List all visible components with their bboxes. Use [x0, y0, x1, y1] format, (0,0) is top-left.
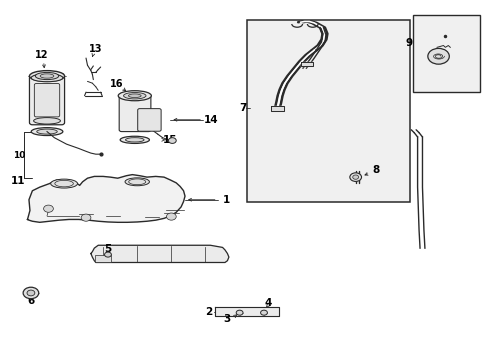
Circle shape	[349, 173, 361, 181]
Circle shape	[81, 214, 91, 221]
Bar	[412, 15, 479, 92]
Circle shape	[43, 205, 53, 212]
Circle shape	[166, 213, 176, 220]
FancyBboxPatch shape	[34, 84, 60, 117]
Ellipse shape	[118, 91, 151, 101]
Polygon shape	[27, 175, 184, 222]
Text: 9: 9	[405, 38, 412, 48]
Text: 2: 2	[204, 307, 212, 317]
Text: 12: 12	[35, 50, 49, 60]
Text: 6: 6	[27, 296, 35, 306]
Text: 1: 1	[222, 195, 229, 205]
Ellipse shape	[125, 178, 149, 186]
Text: 8: 8	[372, 165, 379, 175]
FancyBboxPatch shape	[119, 96, 151, 132]
Polygon shape	[91, 245, 228, 262]
Ellipse shape	[123, 93, 146, 99]
Circle shape	[104, 252, 111, 257]
Ellipse shape	[34, 118, 61, 124]
Text: 5: 5	[104, 244, 111, 254]
Text: 11: 11	[10, 176, 25, 186]
Circle shape	[23, 287, 39, 299]
Ellipse shape	[125, 138, 144, 142]
Circle shape	[260, 310, 267, 315]
Ellipse shape	[51, 179, 77, 188]
Text: 10: 10	[13, 151, 25, 160]
Ellipse shape	[120, 136, 149, 143]
FancyBboxPatch shape	[95, 255, 111, 262]
Circle shape	[27, 290, 35, 296]
Text: 15: 15	[163, 135, 177, 145]
Ellipse shape	[37, 129, 57, 134]
Text: 14: 14	[203, 115, 218, 125]
Ellipse shape	[31, 128, 63, 135]
FancyBboxPatch shape	[29, 76, 64, 125]
Ellipse shape	[128, 94, 141, 98]
Circle shape	[427, 48, 448, 64]
Ellipse shape	[35, 72, 59, 80]
Ellipse shape	[29, 71, 64, 81]
Polygon shape	[300, 62, 312, 66]
Bar	[246, 21, 409, 202]
Circle shape	[168, 138, 176, 143]
Text: 3: 3	[223, 314, 230, 324]
FancyBboxPatch shape	[138, 109, 161, 131]
Text: 16: 16	[110, 79, 123, 89]
Text: 4: 4	[264, 298, 271, 308]
Ellipse shape	[40, 74, 54, 78]
Circle shape	[352, 175, 358, 179]
Circle shape	[236, 310, 243, 315]
Text: 13: 13	[89, 44, 102, 54]
Polygon shape	[271, 107, 283, 111]
Ellipse shape	[31, 74, 63, 82]
Polygon shape	[215, 307, 278, 316]
Text: 7: 7	[238, 103, 246, 113]
